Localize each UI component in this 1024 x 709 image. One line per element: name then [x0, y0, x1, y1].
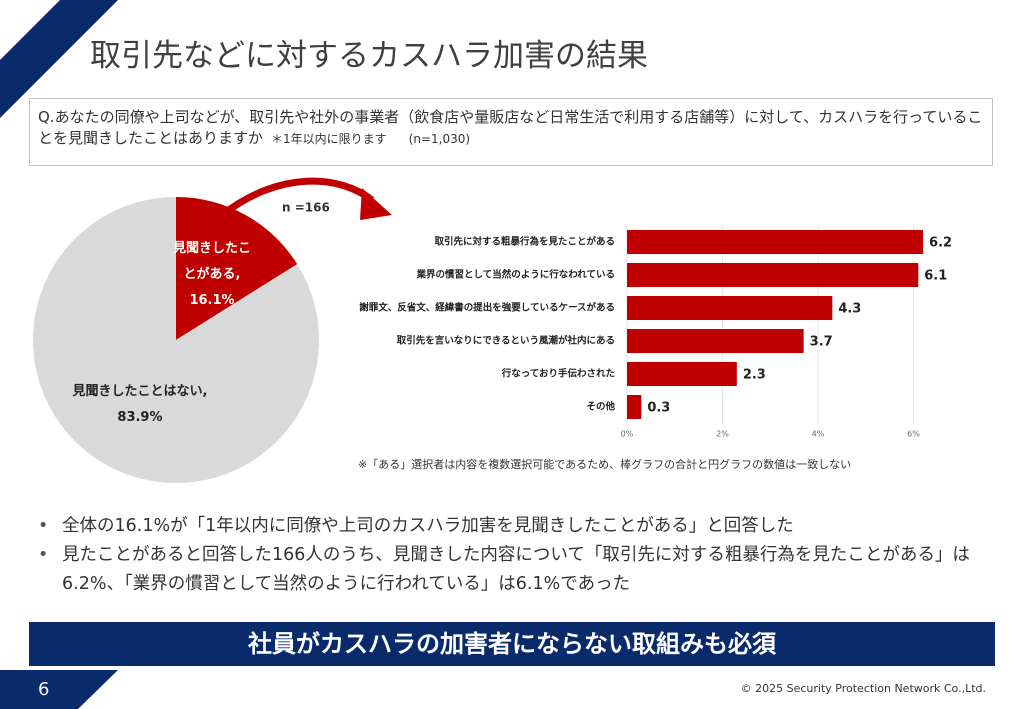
data-label: 4.3	[838, 302, 861, 317]
arrow-head	[360, 188, 392, 220]
pie-value-label: 83.9%	[117, 410, 163, 426]
bullets: 全体の16.1%が「1年以内に同僚や上司のカスハラ加害を見聞きしたことがある」と…	[36, 512, 996, 599]
bar	[627, 329, 804, 353]
bullet: 全体の16.1%が「1年以内に同僚や上司のカスハラ加害を見聞きしたことがある」と…	[36, 512, 996, 541]
y-tick-label: 取引先に対する粗暴行為を見たことがある	[434, 236, 615, 248]
annotation: n =166	[282, 201, 330, 215]
corner-decoration	[0, 670, 118, 709]
pie-label: 見聞きしたことがある, 16.1%	[171, 236, 253, 314]
y-tick-label: 取引先を言いなりにできるという風潮が社内にある	[397, 335, 615, 347]
arrow	[219, 177, 375, 218]
data-label: 3.7	[810, 335, 833, 350]
question-note: ＊1年以内に限ります	[271, 132, 387, 146]
x-tick-label: 6%	[907, 430, 920, 439]
banner: 社員がカスハラの加害者にならない取組みも必須	[29, 622, 995, 666]
data-label: 2.3	[743, 368, 766, 383]
slide-title: 取引先などに対するカスハラ加害の結果	[90, 38, 648, 74]
question: Q.あなたの同僚や上司などが、取引先や社外の事業者（飲食店や量販店など日常生活で…	[38, 108, 983, 147]
pie-slice	[176, 197, 298, 340]
question-sample: (n=1,030)	[408, 132, 471, 146]
y-tick-label: 謝罪文、反省文、経緯書の提出を強要しているケースがある	[359, 302, 615, 314]
corner-decoration	[0, 0, 118, 118]
data-label: 6.2	[929, 236, 952, 251]
data-label: 6.1	[924, 269, 947, 284]
y-tick-label: その他	[586, 401, 615, 413]
page-number: 6	[38, 679, 50, 700]
y-tick-label: 行なっており手伝わされた	[501, 368, 615, 380]
pie-label: 見聞きしたことはない, 83.9%	[55, 379, 225, 431]
bullet: 見たことがあると回答した166人のうち、見聞きした内容について「取引先に対する粗…	[36, 541, 996, 599]
pie-value-label: 16.1%	[189, 292, 235, 308]
x-tick-label: 0%	[621, 430, 634, 439]
x-tick-label: 2%	[716, 430, 729, 439]
y-tick-label: 業界の慣習として当然のように行なわれている	[416, 269, 615, 281]
pie-slice	[33, 197, 320, 483]
footnote: ※「ある」選択者は内容を複数選択可能であるため、棒グラフの合計と円グラフの数値は…	[358, 457, 851, 471]
x-tick-label: 4%	[812, 430, 825, 439]
question-box: Q.あなたの同僚や上司などが、取引先や社外の事業者（飲食店や量販店など日常生活で…	[29, 98, 993, 166]
copyright: © 2025 Security Protection Network Co.,L…	[740, 682, 986, 695]
bar	[627, 362, 737, 386]
bar	[627, 395, 642, 419]
bar	[627, 230, 924, 254]
pie-category: 見聞きしたことがある,	[173, 240, 252, 282]
bar	[627, 296, 833, 320]
bar	[627, 263, 919, 287]
pie-category: 見聞きしたことはない,	[72, 384, 208, 400]
data-label: 0.3	[647, 401, 670, 416]
